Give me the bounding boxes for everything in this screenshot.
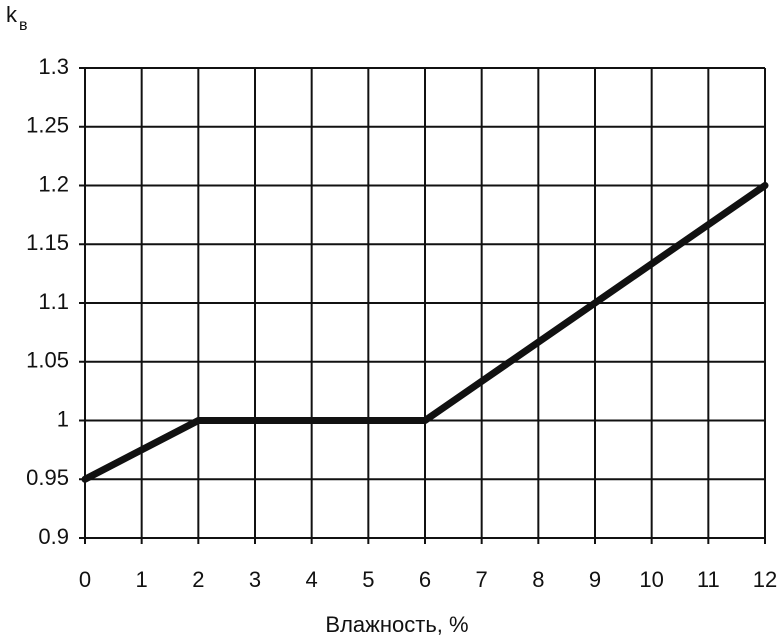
y-tick-label: 1.25 <box>26 113 69 138</box>
y-tick-label: 1.05 <box>26 348 69 373</box>
y-axis-label: k <box>6 2 18 27</box>
y-tick-label: 1.1 <box>38 289 69 314</box>
x-tick-label: 4 <box>306 567 318 592</box>
y-tick-label: 1.3 <box>38 54 69 79</box>
x-tick-label: 11 <box>697 567 720 592</box>
x-tick-label: 10 <box>639 567 663 592</box>
x-tick-label: 1 <box>136 567 148 592</box>
x-tick-label: 3 <box>249 567 261 592</box>
y-tick-label: 1.15 <box>26 230 69 255</box>
y-tick-label: 1 <box>57 406 69 431</box>
x-axis-label: Влажность, % <box>325 612 468 637</box>
x-tick-label: 9 <box>589 567 601 592</box>
y-tick-label: 0.9 <box>38 524 69 549</box>
x-tick-label: 7 <box>476 567 488 592</box>
x-tick-label: 8 <box>532 567 544 592</box>
data-line <box>81 182 769 483</box>
y-axis-label-subscript: в <box>19 17 28 34</box>
y-tick-label: 0.95 <box>26 465 69 490</box>
y-tick-label: 1.2 <box>38 171 69 196</box>
x-tick-label: 12 <box>753 567 777 592</box>
x-tick-label: 2 <box>192 567 204 592</box>
x-tick-label: 0 <box>79 567 91 592</box>
x-tick-label: 6 <box>419 567 431 592</box>
x-tick-label: 5 <box>362 567 374 592</box>
